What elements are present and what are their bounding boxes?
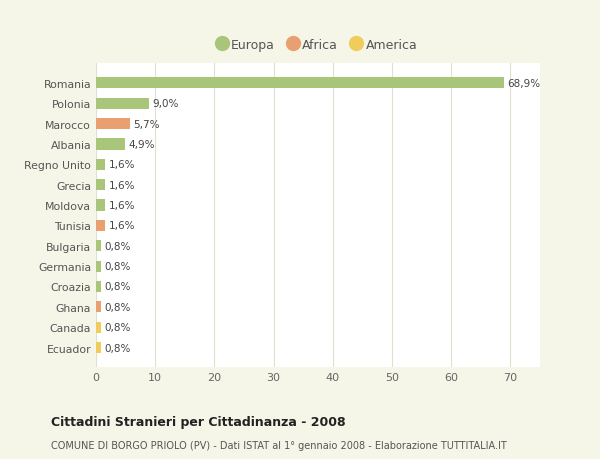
Text: COMUNE DI BORGO PRIOLO (PV) - Dati ISTAT al 1° gennaio 2008 - Elaborazione TUTTI: COMUNE DI BORGO PRIOLO (PV) - Dati ISTAT… (51, 440, 507, 450)
Text: 0,8%: 0,8% (104, 241, 131, 251)
Bar (96, 281, 101, 292)
Text: 4,9%: 4,9% (128, 140, 155, 150)
Bar (96, 220, 106, 231)
Text: 0,8%: 0,8% (104, 343, 131, 353)
Text: 1,6%: 1,6% (109, 160, 136, 170)
Bar (96, 261, 101, 272)
Text: 68,9%: 68,9% (508, 78, 541, 89)
Text: 0,8%: 0,8% (104, 323, 131, 332)
Text: 0,8%: 0,8% (104, 302, 131, 312)
Text: 9,0%: 9,0% (153, 99, 179, 109)
Bar (96, 119, 130, 130)
Text: 1,6%: 1,6% (109, 221, 136, 231)
Bar (96, 241, 101, 252)
Bar (96, 200, 106, 211)
Bar (96, 78, 504, 89)
Text: 1,6%: 1,6% (109, 180, 136, 190)
Legend: Europa, Africa, America: Europa, Africa, America (214, 34, 422, 57)
Text: Cittadini Stranieri per Cittadinanza - 2008: Cittadini Stranieri per Cittadinanza - 2… (51, 415, 346, 428)
Text: 1,6%: 1,6% (109, 201, 136, 211)
Bar (96, 342, 101, 353)
Text: 0,8%: 0,8% (104, 282, 131, 292)
Bar (96, 139, 125, 150)
Bar (96, 302, 101, 313)
Bar (96, 322, 101, 333)
Bar (96, 159, 106, 170)
Text: 5,7%: 5,7% (133, 119, 160, 129)
Bar (96, 179, 106, 191)
Bar (96, 98, 149, 110)
Text: 0,8%: 0,8% (104, 262, 131, 272)
